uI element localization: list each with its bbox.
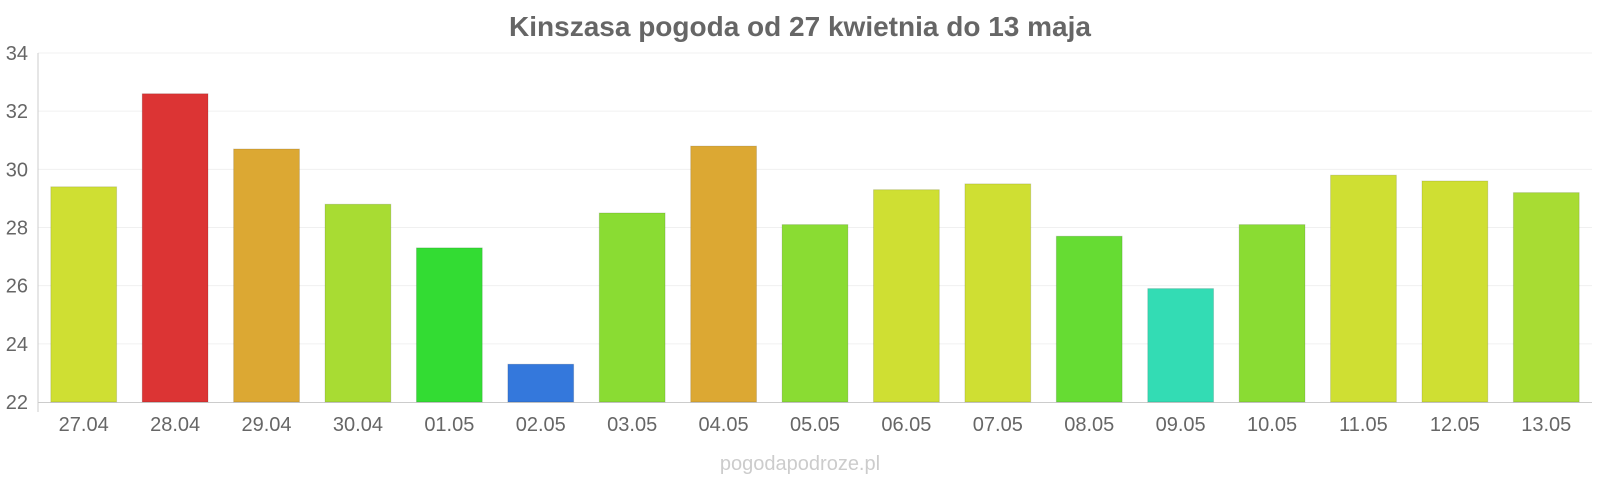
x-tick-label: 10.05 bbox=[1247, 414, 1297, 436]
bar-04-05 bbox=[690, 145, 757, 403]
y-tick-label: 28 bbox=[6, 218, 28, 240]
x-tick-label: 05.05 bbox=[790, 414, 840, 436]
chart-title: Kinszasa pogoda od 27 kwietnia do 13 maj… bbox=[509, 11, 1091, 42]
y-tick-label: 24 bbox=[6, 334, 28, 356]
x-tick-label: 27.04 bbox=[59, 414, 109, 436]
x-tick-label: 06.05 bbox=[881, 414, 931, 436]
bar-30-04 bbox=[324, 203, 392, 403]
bar-09-05 bbox=[1147, 288, 1215, 403]
bar-06-05 bbox=[873, 189, 940, 403]
bar-08-05 bbox=[1055, 235, 1123, 403]
x-tick-label: 09.05 bbox=[1156, 414, 1206, 436]
bar-29-04 bbox=[233, 148, 300, 403]
bar-07-05 bbox=[964, 183, 1032, 403]
x-tick-label: 29.04 bbox=[241, 414, 291, 436]
bar-03-05 bbox=[598, 212, 666, 403]
bar-11-05 bbox=[1330, 174, 1397, 403]
y-axis-tick-labels: 22 24 26 28 30 32 34 bbox=[6, 43, 28, 414]
bar-28-04 bbox=[141, 93, 209, 403]
y-tick-label: 26 bbox=[6, 276, 28, 298]
x-tick-label: 08.05 bbox=[1064, 414, 1114, 436]
x-tick-label: 11.05 bbox=[1339, 414, 1388, 436]
x-tick-label: 13.05 bbox=[1521, 414, 1571, 436]
x-tick-label: 28.04 bbox=[150, 414, 200, 436]
source-watermark: pogodapodroze.pl bbox=[720, 453, 880, 475]
bar-12-05 bbox=[1421, 180, 1489, 403]
x-tick-label: 07.05 bbox=[973, 414, 1023, 436]
x-tick-label: 03.05 bbox=[607, 414, 657, 436]
bar-01-05 bbox=[415, 247, 483, 403]
bar-13-05 bbox=[1512, 192, 1580, 403]
bar-05-05 bbox=[781, 224, 849, 403]
bar-27-04 bbox=[50, 186, 118, 403]
y-tick-label: 32 bbox=[6, 101, 28, 123]
x-tick-label: 30.04 bbox=[333, 414, 383, 436]
bar-02-05 bbox=[507, 363, 575, 403]
y-tick-label: 30 bbox=[6, 159, 28, 181]
y-tick-label: 34 bbox=[6, 43, 28, 65]
x-tick-label: 01.05 bbox=[424, 414, 474, 436]
bars bbox=[50, 93, 1580, 403]
x-tick-label: 04.05 bbox=[699, 414, 749, 436]
axes bbox=[37, 53, 1592, 412]
bar-10-05 bbox=[1238, 224, 1306, 403]
x-tick-label: 12.05 bbox=[1430, 414, 1480, 436]
y-tick-label: 22 bbox=[6, 392, 28, 414]
x-axis-tick-labels: 27.04 28.04 29.04 30.04 01.05 02.05 03.05 04.05… bbox=[59, 414, 1572, 436]
x-tick-label: 02.05 bbox=[516, 414, 566, 436]
